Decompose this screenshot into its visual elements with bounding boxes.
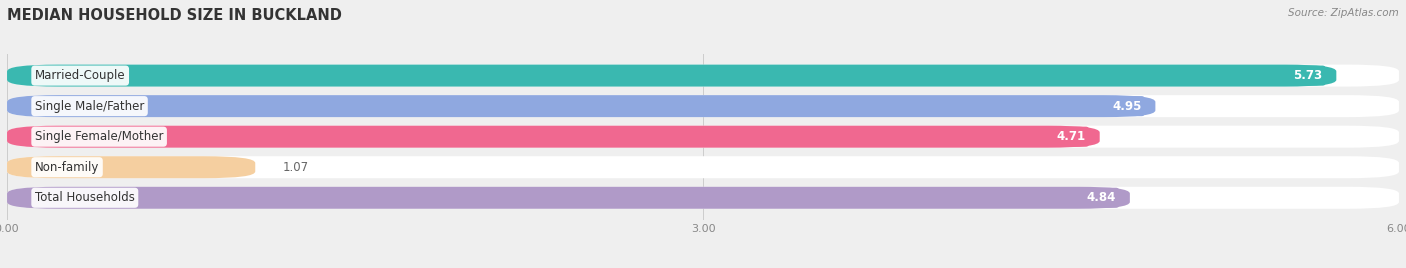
FancyBboxPatch shape	[7, 187, 1130, 209]
Text: Single Female/Mother: Single Female/Mother	[35, 130, 163, 143]
Text: 5.73: 5.73	[1294, 69, 1323, 82]
Text: 4.71: 4.71	[1057, 130, 1085, 143]
Text: Source: ZipAtlas.com: Source: ZipAtlas.com	[1288, 8, 1399, 18]
Text: Single Male/Father: Single Male/Father	[35, 100, 145, 113]
FancyBboxPatch shape	[7, 65, 1399, 87]
Text: 1.07: 1.07	[283, 161, 309, 174]
FancyBboxPatch shape	[7, 95, 1399, 117]
FancyBboxPatch shape	[7, 156, 1399, 178]
Text: MEDIAN HOUSEHOLD SIZE IN BUCKLAND: MEDIAN HOUSEHOLD SIZE IN BUCKLAND	[7, 8, 342, 23]
Text: Total Households: Total Households	[35, 191, 135, 204]
Text: Married-Couple: Married-Couple	[35, 69, 125, 82]
FancyBboxPatch shape	[7, 187, 1399, 209]
FancyBboxPatch shape	[7, 126, 1099, 148]
Text: 4.84: 4.84	[1087, 191, 1116, 204]
FancyBboxPatch shape	[7, 65, 1336, 87]
Text: 4.95: 4.95	[1112, 100, 1142, 113]
FancyBboxPatch shape	[7, 95, 1156, 117]
FancyBboxPatch shape	[7, 126, 1399, 148]
FancyBboxPatch shape	[7, 156, 256, 178]
Text: Non-family: Non-family	[35, 161, 100, 174]
